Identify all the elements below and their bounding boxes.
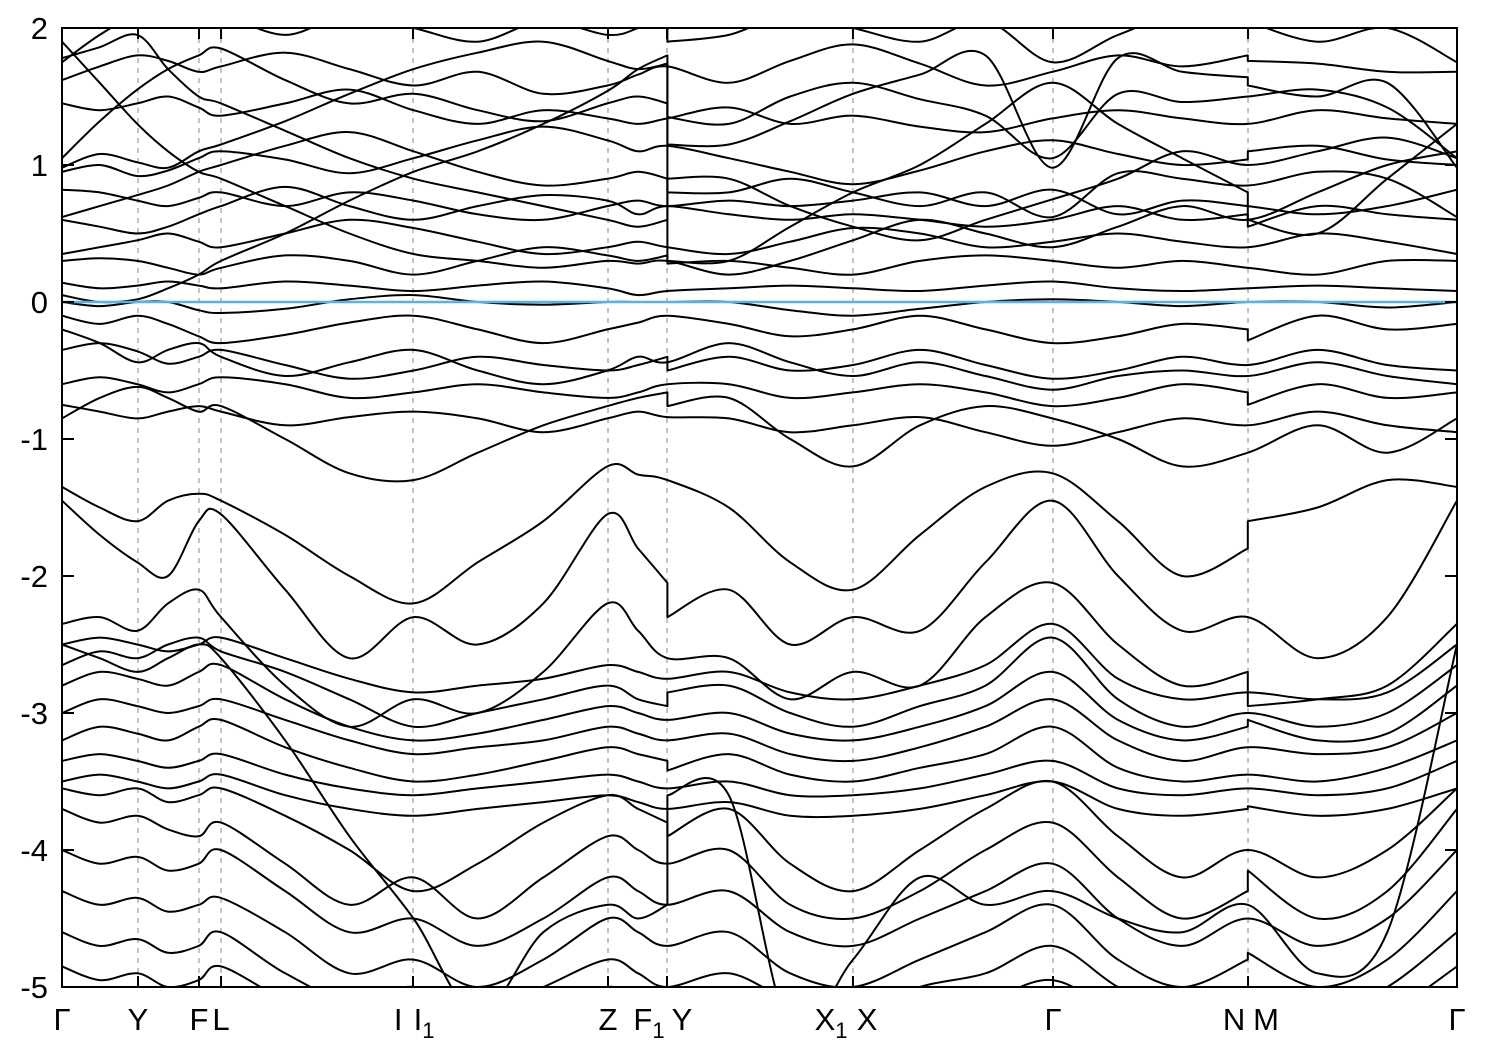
kpoint-label: Y bbox=[672, 1002, 693, 1037]
band-line bbox=[62, 280, 1457, 297]
kpoint-label: Γ bbox=[1044, 1002, 1061, 1037]
kpoint-label: I bbox=[394, 1002, 403, 1037]
band-line bbox=[62, 662, 1457, 743]
band-line bbox=[62, 314, 1457, 345]
kpoint-label: X1 bbox=[815, 1002, 848, 1043]
kpoint-label: Γ bbox=[53, 1002, 70, 1037]
band-line bbox=[62, 54, 1457, 304]
y-tick-label: -5 bbox=[20, 970, 48, 1005]
kpoint-label: M bbox=[1253, 1002, 1279, 1037]
band-line bbox=[62, 581, 1457, 728]
band-line bbox=[62, 376, 1457, 408]
band-line bbox=[62, 40, 1457, 170]
kpoint-label: Y bbox=[128, 1002, 149, 1037]
band-line bbox=[62, 636, 1457, 728]
y-tick-label: -2 bbox=[20, 559, 48, 594]
band-line bbox=[62, 499, 1457, 660]
band-line bbox=[62, 40, 1457, 276]
band-line bbox=[62, 697, 1457, 763]
band-line bbox=[62, 643, 1457, 987]
kpoint-label: X bbox=[857, 1002, 878, 1037]
band-line bbox=[62, 43, 1457, 96]
band-line bbox=[62, 752, 1457, 798]
plot-border bbox=[61, 27, 1458, 988]
band-line bbox=[62, 328, 1457, 391]
band-line bbox=[62, 185, 1457, 235]
band-line bbox=[62, 33, 1457, 242]
y-tick-label: 2 bbox=[31, 11, 48, 46]
band-line bbox=[62, 131, 1457, 219]
kpoint-label: F1 bbox=[633, 1002, 664, 1043]
kpoint-label: I1 bbox=[414, 1002, 435, 1043]
band-line bbox=[62, 342, 1457, 380]
kpoint-label: Z bbox=[599, 1002, 618, 1037]
band-line bbox=[62, 88, 1457, 134]
band-line bbox=[62, 218, 1457, 256]
kpoint-label: N bbox=[1223, 1002, 1245, 1037]
y-tick-label: -1 bbox=[20, 422, 48, 457]
y-tick-label: 1 bbox=[31, 148, 48, 183]
kpoint-label: Γ bbox=[1448, 1002, 1465, 1037]
band-line bbox=[62, 463, 1457, 605]
band-line bbox=[62, 403, 1457, 447]
band-line bbox=[62, 385, 1457, 483]
y-tick-label: 0 bbox=[31, 285, 48, 320]
y-tick-label: -3 bbox=[20, 696, 48, 731]
band-line bbox=[62, 773, 1457, 819]
band-line bbox=[62, 848, 1457, 948]
kpoint-label: L bbox=[212, 1002, 229, 1037]
band-line bbox=[62, 125, 1457, 186]
y-tick-label: -4 bbox=[20, 833, 48, 868]
band-line bbox=[62, 622, 1457, 701]
band-line bbox=[62, 188, 1457, 222]
band-line bbox=[62, 964, 1457, 987]
band-line bbox=[62, 718, 1457, 783]
kpoint-label: F bbox=[190, 1002, 209, 1037]
band-line bbox=[62, 246, 1457, 276]
